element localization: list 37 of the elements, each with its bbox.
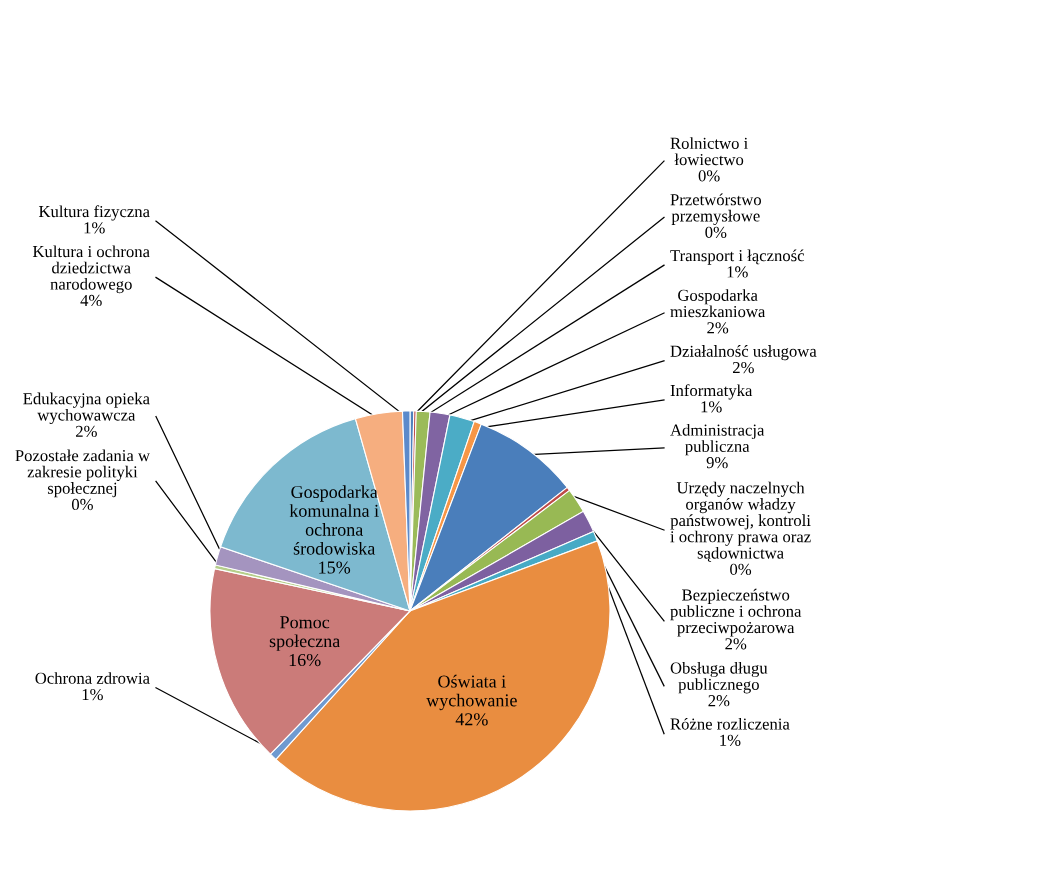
slice-label: Bezpieczeństwo publiczne i ochrona przeciwpożarowa xyxy=(670,588,802,637)
slice-label: Gospodarka mieszkaniowa xyxy=(670,289,766,318)
data-label: 42% xyxy=(455,713,488,726)
slice-label: Przetwórstwo przemysłowe xyxy=(670,193,762,225)
slice-label: Administracja publiczna xyxy=(670,423,765,456)
slice-label: Ochrona zdrowia xyxy=(35,672,150,684)
slice-label: Różne rozliczenia xyxy=(670,717,790,730)
data-label: 2% xyxy=(75,425,97,438)
slice-label: Edukacyjna opieka wychowawcza xyxy=(23,392,150,425)
data-label: 15% xyxy=(319,561,351,574)
data-label: 2% xyxy=(708,695,730,707)
data-label: 4% xyxy=(80,294,102,307)
slice-label: Transport i łączność xyxy=(670,249,805,265)
slice-label: Rolnictwo i łowiectwo xyxy=(670,137,748,166)
data-label: 1% xyxy=(84,222,105,234)
slice-label: Pozostałe zadania w zakresie polityki społecznej xyxy=(15,449,150,498)
data-label: 1% xyxy=(720,734,741,746)
data-label: 0% xyxy=(705,226,727,238)
slice-label: Urzędy naczelnych organów władzy państwowej, kontroli i ochrony prawa oraz sądownictwa xyxy=(670,481,811,562)
data-label: 0% xyxy=(730,563,752,576)
slice-label: Kultura fizyczna xyxy=(38,205,150,221)
slice-label: Kultura i ochrona dziedzictwa narodowego xyxy=(32,245,150,294)
data-label: 1% xyxy=(701,401,722,413)
data-label: 1% xyxy=(727,266,748,278)
data-label: 0% xyxy=(698,170,720,182)
data-label: 1% xyxy=(82,688,103,701)
data-label: 9% xyxy=(706,457,728,469)
slice-label: Obsługa długu publicznego xyxy=(670,661,768,694)
slice-label: Pomoc społeczna xyxy=(269,616,340,651)
slice-label: Działalność usługowa xyxy=(670,345,817,361)
data-label: 16% xyxy=(289,653,321,667)
slice-label: Oświata i wychowanie xyxy=(426,674,517,711)
data-label: 2% xyxy=(707,322,729,334)
slice-label: Informatyka xyxy=(670,384,753,400)
data-label: 2% xyxy=(732,361,754,374)
data-label: 2% xyxy=(725,638,747,650)
data-label: 0% xyxy=(71,498,93,511)
